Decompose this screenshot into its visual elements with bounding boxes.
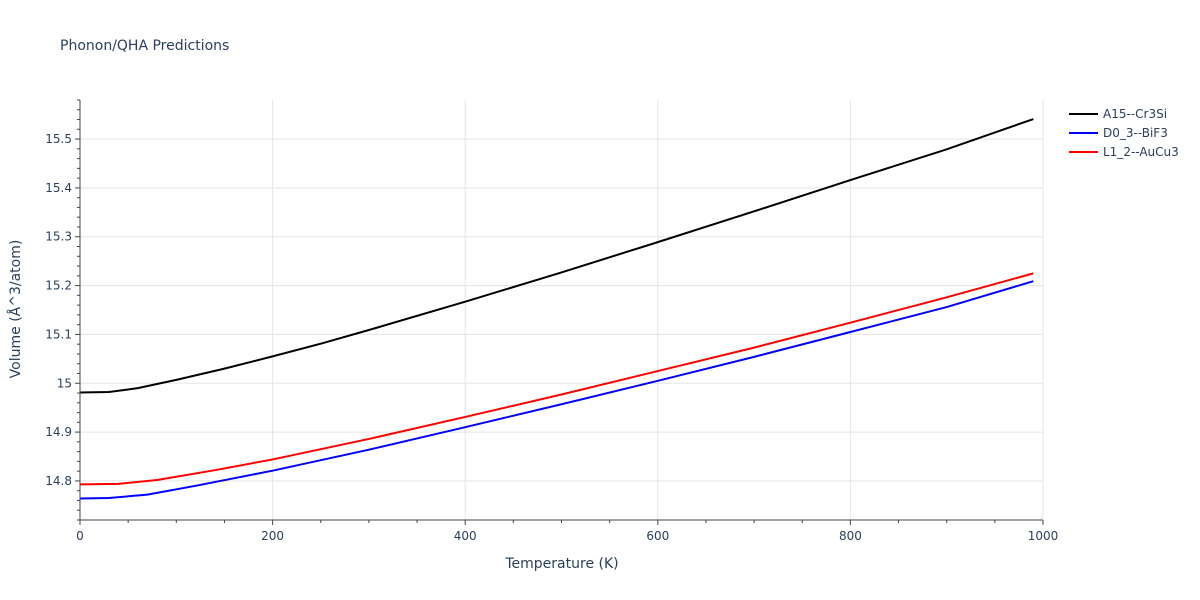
series-line-2 [79,272,1034,486]
x-tick-label: 200 [261,529,284,543]
y-axis-ticks: 14.8 14.9 15 15.1 15.2 15.3 15.4 15.5 [45,99,80,521]
x-tick-label: 400 [454,529,477,543]
x-axis-title: Temperature (K) [504,556,618,572]
legend: A15--Cr3Si D0_3--BiF3 L1_2--AuCu3 [1069,107,1179,159]
y-tick-label: 14.9 [45,425,72,439]
legend-label-2[interactable]: L1_2--AuCu3 [1103,145,1179,159]
y-axis-title: Volume (Å^3/atom) [7,240,24,379]
y-tick-label: 15 [57,376,72,390]
y-tick-label: 14.8 [45,474,72,488]
y-tick-label: 15.4 [45,181,72,195]
legend-label-1[interactable]: D0_3--BiF3 [1103,126,1168,140]
legend-label-0[interactable]: A15--Cr3Si [1103,107,1167,121]
x-tick-label: 600 [646,529,669,543]
x-axis-ticks: 0 200 400 600 800 1000 [76,520,1058,543]
x-tick-label: 0 [76,529,84,543]
y-tick-label: 15.3 [45,230,72,244]
series-line-1 [79,280,1034,500]
y-gridlines [80,138,1043,482]
series-line-0 [79,118,1034,394]
y-tick-label: 15.2 [45,279,72,293]
y-tick-label: 15.5 [45,132,72,146]
chart-title: Phonon/QHA Predictions [60,38,229,54]
x-tick-label: 1000 [1028,529,1059,543]
series-layer [79,118,1034,500]
x-tick-label: 800 [839,529,862,543]
y-tick-label: 15.1 [45,327,72,341]
x-gridlines [272,100,1044,520]
